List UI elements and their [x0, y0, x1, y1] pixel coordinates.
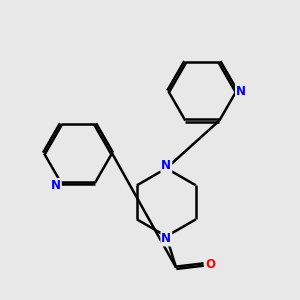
Text: N: N	[161, 232, 171, 245]
Text: N: N	[51, 179, 61, 192]
Text: O: O	[205, 258, 215, 271]
Text: N: N	[236, 85, 246, 98]
Text: N: N	[161, 159, 171, 172]
